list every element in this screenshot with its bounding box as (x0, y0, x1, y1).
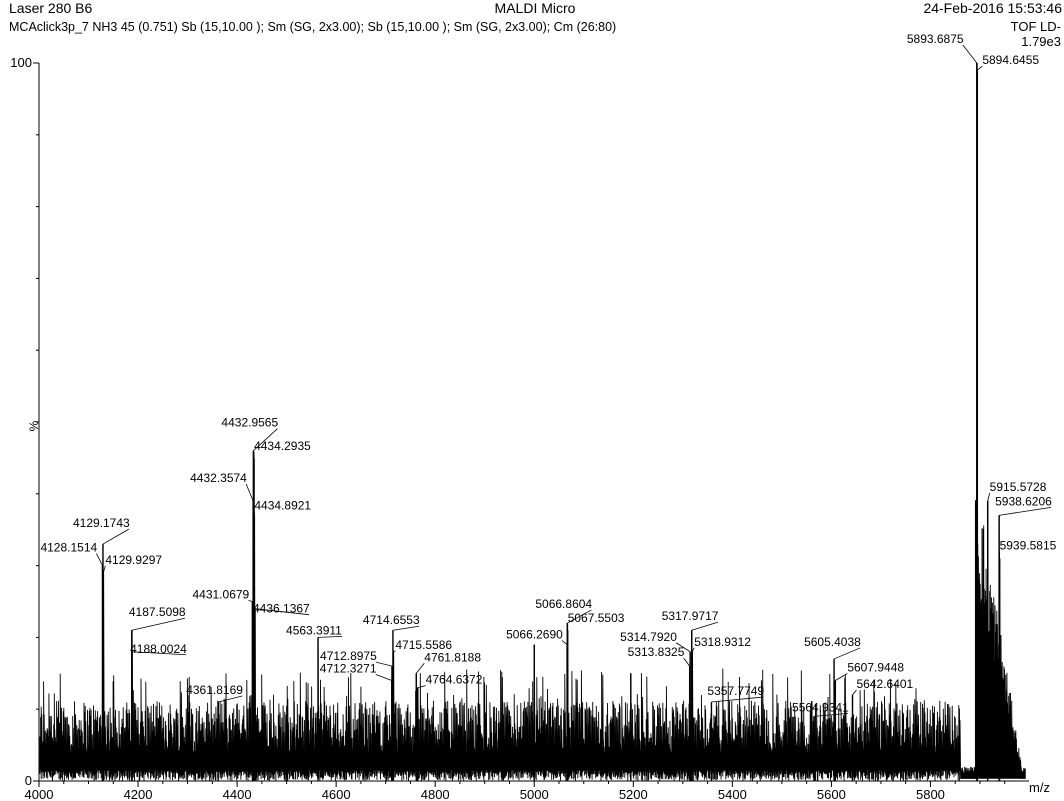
peak-label: 5564.9341 (792, 700, 849, 714)
x-tick-label: 5200 (619, 787, 648, 801)
peak-label: 4764.6372 (426, 673, 483, 687)
chart-title: MALDI Micro (495, 0, 576, 16)
peak-label: 4129.9297 (105, 553, 162, 567)
peak-label-leader (102, 528, 130, 545)
peak-label-leader (561, 640, 568, 645)
peak-label: 5939.5815 (1000, 538, 1057, 552)
peak-label-leader (248, 600, 253, 602)
header-timestamp: 24-Feb-2016 15:53:46 (923, 0, 1062, 16)
peak-label-leader (567, 609, 592, 624)
y-tick-label: 100 (10, 55, 32, 70)
peak-label: 5357.7749 (707, 684, 764, 698)
peak-label: 4128.1514 (40, 541, 97, 555)
peak-label: 4436.1367 (253, 602, 310, 616)
spectrum-trace (39, 62, 1026, 782)
peak-label-leader (131, 617, 185, 631)
peak-label-leader (415, 663, 425, 674)
peak-label-leader (375, 661, 393, 667)
y-tick-label: 0 (25, 773, 32, 788)
peak-label-leader (852, 689, 857, 696)
peak-label: 4714.6553 (363, 613, 420, 627)
peak-label-leader (318, 636, 343, 638)
peak-label-leader (218, 695, 243, 703)
peak-label-leader (711, 696, 764, 703)
peak-label-leader (392, 625, 419, 631)
peak-label: 4431.0679 (192, 588, 249, 602)
peak-label-leader (417, 685, 426, 689)
peak-label-leader (96, 553, 103, 566)
peak-label: 5894.6455 (982, 53, 1039, 67)
peak-label-leader (245, 483, 254, 502)
x-tick-label: 4800 (421, 787, 450, 801)
peak-label: 5642.6401 (857, 677, 914, 691)
peak-label: 4361.8169 (186, 683, 243, 697)
peak-label-leader (393, 650, 396, 653)
peak-label-leader (999, 506, 1052, 516)
x-axis-label: m/z (1029, 780, 1050, 795)
x-tick-label: 5000 (520, 787, 549, 801)
peak-label: 5317.9717 (662, 609, 719, 623)
peak-label: 5066.8604 (535, 597, 592, 611)
x-tick-label: 5600 (817, 787, 846, 801)
peak-label-leader (813, 712, 849, 717)
peak-label: 4715.5586 (395, 638, 452, 652)
x-tick-label: 4200 (124, 787, 153, 801)
x-tick-label: 5400 (718, 787, 747, 801)
peak-label: 4129.1743 (73, 516, 130, 530)
peak-label: 4432.3574 (190, 471, 247, 485)
peak-label: 4712.3271 (320, 661, 377, 675)
peak-label: 5313.8325 (628, 645, 685, 659)
peak-label: 4761.8188 (424, 650, 481, 664)
acquisition-mode-label: TOF LD- (1011, 19, 1061, 34)
peak-label: 4712.8975 (320, 649, 377, 663)
peak-label-leader (962, 44, 978, 64)
peak-label-leader (691, 647, 695, 652)
scan-description: MCAclick3p_7 NH3 45 (0.751) Sb (15,10.00… (9, 20, 616, 34)
peak-label-leader (132, 651, 187, 656)
peak-label: 5318.9312 (694, 635, 751, 649)
spectrum-path (39, 62, 1026, 782)
peak-label: 5915.5728 (990, 480, 1047, 494)
peak-label-leader (375, 674, 392, 681)
max-intensity-label: 1.79e3 (1021, 34, 1061, 49)
peak-label-leader (835, 673, 848, 681)
peak-label: 5938.6206 (995, 494, 1052, 508)
peak-label: 4563.3911 (286, 623, 342, 637)
x-tick-label: 4600 (322, 787, 351, 801)
peak-label: 5314.7920 (620, 630, 677, 644)
peak-labels: 4128.1514 4129.1743 4129.9297 4187.5098 4188… (40, 32, 1057, 717)
x-tick-label: 4000 (25, 787, 54, 801)
peak-label-leader (253, 428, 278, 452)
peak-label: 5066.2690 (506, 628, 563, 642)
peak-label-leader (683, 657, 690, 667)
peak-label: 4188.0024 (130, 642, 187, 656)
header-left-label: Laser 280 B6 (9, 0, 92, 16)
peak-label-leader (977, 65, 983, 71)
peak-label: 4434.2935 (254, 439, 311, 453)
peak-label-leader (102, 565, 106, 573)
peak-label: 5607.9448 (847, 660, 904, 674)
peak-label: 5605.4038 (804, 635, 861, 649)
peak-label: 4432.9565 (221, 416, 278, 430)
x-axis-ticks: 4000 4200 4400 4600 4800 5000 5200 5400 5600 5800 (25, 781, 1006, 801)
peak-label: 5893.6875 (907, 32, 964, 46)
y-axis-label: % (27, 420, 41, 431)
peak-label: 5067.5503 (568, 611, 625, 625)
peak-label-leader (987, 492, 991, 502)
peak-label: 4434.8921 (254, 498, 311, 512)
x-tick-label: 4400 (223, 787, 252, 801)
peak-label-leader (691, 621, 718, 631)
peak-label-leader (833, 647, 861, 660)
peak-label: 4187.5098 (129, 605, 186, 619)
x-tick-label: 5800 (916, 787, 945, 801)
peak-label-leader (254, 608, 310, 616)
y-axis-ticks: 100 0 (10, 55, 39, 788)
peak-label-leader (675, 642, 691, 653)
